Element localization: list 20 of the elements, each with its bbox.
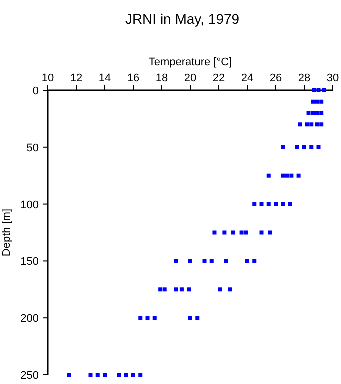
y-tick-label: 50 [26, 142, 39, 154]
x-tick-label: 18 [156, 72, 168, 84]
x-tick-label: 30 [326, 72, 340, 84]
x-tick-label: 14 [98, 72, 112, 84]
x-tick-label: 22 [212, 72, 226, 84]
x-tick-label: 28 [298, 72, 311, 84]
x-tick-label: 26 [270, 72, 282, 84]
x-tick-label: 20 [184, 72, 197, 84]
y-tick-label: 250 [20, 370, 39, 382]
x-tick-label: 10 [42, 72, 54, 84]
y-axis-title: Depth [m] [1, 208, 13, 257]
y-tick-label: 0 [32, 86, 39, 98]
x-tick-label: 16 [127, 72, 140, 84]
x-tick-label: 12 [70, 72, 83, 84]
x-tick-label: 24 [241, 72, 254, 84]
y-tick-label: 200 [20, 313, 39, 326]
chart-title: JRNI in May, 1979 [125, 11, 240, 27]
y-tick-label: 150 [20, 256, 39, 268]
x-axis-title: Temperature [°C] [148, 56, 232, 68]
y-tick-label: 100 [20, 199, 39, 212]
